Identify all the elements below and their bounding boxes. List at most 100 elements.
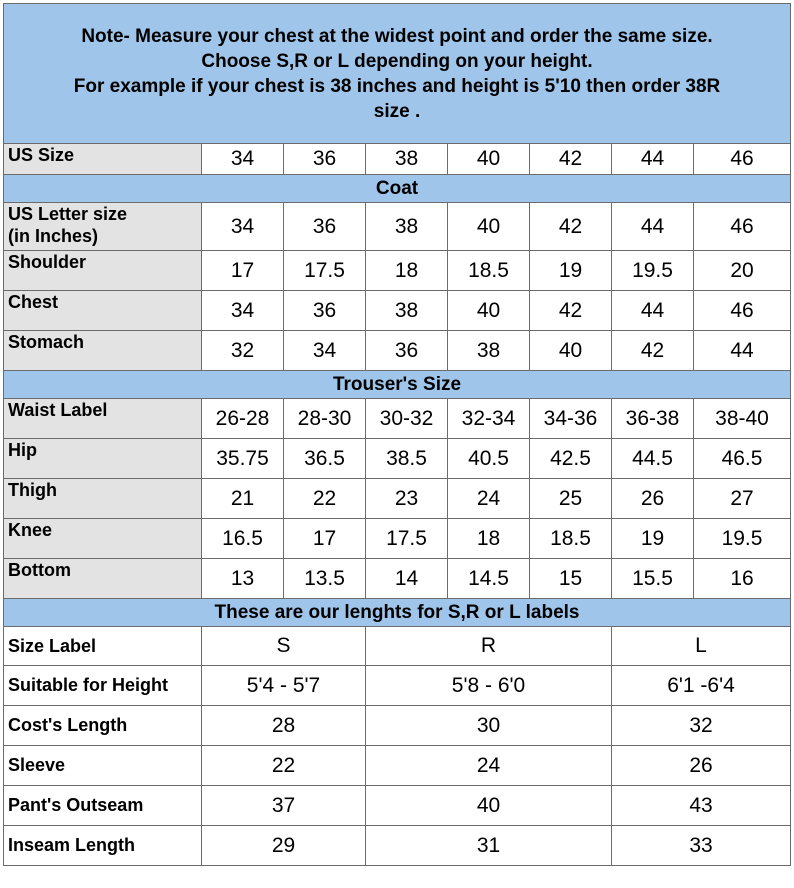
table-cell: 32 [610,705,792,746]
table-cell: 34-36 [529,398,612,439]
size-chart-table: Note- Measure your chest at the widest p… [2,3,792,866]
table-row-waist-label: Waist Label 26-28 28-30 30-32 32-34 34-3… [3,398,792,439]
row-label: Hip [3,438,202,479]
table-cell: S [201,626,366,666]
table-cell: 36 [283,290,366,331]
table-cell: 15.5 [611,558,694,599]
table-cell: 15 [529,558,612,599]
table-row-sleeve: Sleeve 22 24 26 [3,745,792,786]
table-cell: 38 [447,330,530,371]
row-label: Chest [3,290,202,331]
row-label: Shoulder [3,250,202,291]
table-cell: 38.5 [365,438,448,479]
table-cell: 22 [283,478,366,519]
section-header-trousers: Trouser's Size [2,370,792,399]
section-header-coat: Coat [2,174,792,203]
table-cell: 36.5 [283,438,366,479]
table-cell: 24 [447,478,530,519]
table-cell: 34 [201,290,284,331]
table-cell: 42.5 [529,438,612,479]
note-line-4: size . [373,100,421,122]
table-cell: 44 [611,143,694,175]
table-cell: 24 [365,745,612,786]
table-cell: 38 [365,143,448,175]
table-cell: 40 [447,143,530,175]
table-cell: 28 [201,705,366,746]
table-cell: 19 [611,518,694,559]
note-line-1: Note- Measure your chest at the widest p… [81,25,713,47]
row-label: Sleeve [3,745,202,786]
table-cell: 20 [692,250,792,291]
row-label: Waist Label [3,398,202,439]
table-row-size-label: Size Label S R L [3,626,792,666]
table-cell: 17.5 [365,518,448,559]
table-cell: 40.5 [447,438,530,479]
table-cell: 14 [365,558,448,599]
table-cell: 34 [201,143,284,175]
table-cell: 17 [201,250,284,291]
table-cell: 46 [692,143,792,175]
table-cell: 21 [201,478,284,519]
table-cell: 27 [692,478,792,519]
table-cell: 40 [447,290,530,331]
measurement-note: Note- Measure your chest at the widest p… [2,3,792,144]
table-cell: 14.5 [447,558,530,599]
section-header-lengths: These are our lenghts for S,R or L label… [2,598,792,627]
table-row-coat-length: Cost's Length 28 30 32 [3,705,792,746]
table-cell: 46 [692,290,792,331]
table-cell: 23 [365,478,448,519]
table-cell: 42 [529,143,612,175]
table-cell: 42 [529,290,612,331]
table-cell: 30 [365,705,612,746]
table-row-us-letter-size: US Letter size (in Inches) 34 36 38 40 4… [3,202,792,251]
table-cell: 44 [611,202,694,251]
table-cell: 38 [365,202,448,251]
table-cell: 32-34 [447,398,530,439]
table-row-inseam-length: Inseam Length 29 31 33 [3,825,792,866]
row-label: Cost's Length [3,705,202,746]
table-cell: R [365,626,612,666]
table-cell: 19.5 [611,250,694,291]
note-line-3: For example if your chest is 38 inches a… [73,75,721,97]
table-row-bottom: Bottom 13 13.5 14 14.5 15 15.5 16 [3,558,792,599]
table-cell: 44 [692,330,792,371]
table-cell: 16 [692,558,792,599]
row-label-line-1: US Letter size [8,204,128,224]
row-label: Stomach [3,330,202,371]
table-cell: 13.5 [283,558,366,599]
table-cell: 26 [610,745,792,786]
table-row-pant-outseam: Pant's Outseam 37 40 43 [3,785,792,826]
table-cell: 32 [201,330,284,371]
table-row-knee: Knee 16.5 17 17.5 18 18.5 19 19.5 [3,518,792,559]
table-row-chest: Chest 34 36 38 40 42 44 46 [3,290,792,331]
table-cell: 5'8 - 6'0 [365,665,612,706]
row-label: Suitable for Height [3,665,202,706]
table-cell: 33 [610,825,792,866]
table-cell: 22 [201,745,366,786]
table-cell: 43 [610,785,792,826]
table-row-us-size: US Size 34 36 38 40 42 44 46 [3,143,792,175]
table-cell: 38-40 [692,398,792,439]
table-cell: 42 [529,202,612,251]
table-cell: 18.5 [529,518,612,559]
table-row-stomach: Stomach 32 34 36 38 40 42 44 [3,330,792,371]
table-cell: 34 [283,330,366,371]
row-label: Bottom [3,558,202,599]
table-cell: 13 [201,558,284,599]
row-label: US Letter size (in Inches) [3,202,202,251]
table-row-hip: Hip 35.75 36.5 38.5 40.5 42.5 44.5 46.5 [3,438,792,479]
table-cell: 30-32 [365,398,448,439]
table-cell: 5'4 - 5'7 [201,665,366,706]
table-cell: 18 [447,518,530,559]
table-cell: 36 [365,330,448,371]
table-cell: 25 [529,478,612,519]
row-label: Inseam Length [3,825,202,866]
table-cell: 31 [365,825,612,866]
row-label: Size Label [3,626,202,666]
table-cell: 28-30 [283,398,366,439]
table-cell: 26-28 [201,398,284,439]
table-cell: 42 [611,330,694,371]
table-cell: 38 [365,290,448,331]
table-cell: 44.5 [611,438,694,479]
table-cell: 18.5 [447,250,530,291]
